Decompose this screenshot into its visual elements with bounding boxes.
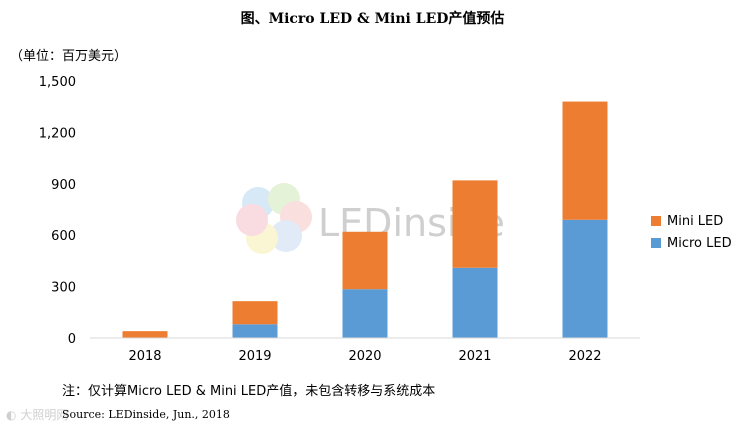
x-tick-label: 2020 (348, 349, 381, 364)
y-tick-label: 1,500 (39, 75, 76, 90)
site-logo-text: 大照明网 (20, 408, 69, 422)
y-axis-ticks: 0 300 600 900 1,200 1,500 (39, 75, 76, 347)
y-tick-label: 0 (68, 332, 76, 347)
bar-mini-led-2020 (342, 231, 388, 290)
bar-mini-led-2019 (232, 301, 278, 325)
legend: Mini LED Micro LED (651, 210, 732, 254)
legend-label-micro-led: Micro LED (667, 235, 732, 251)
watermark-flower-icon (236, 183, 312, 254)
y-tick-label: 300 (51, 281, 76, 296)
bar-mini-led-2022 (562, 101, 608, 220)
bar-micro-led-2020 (342, 289, 388, 338)
source-citation: Source: LEDinside, Jun., 2018 (62, 408, 230, 421)
bar-micro-led-2021 (452, 267, 498, 338)
legend-item-mini-led: Mini LED (651, 210, 732, 232)
y-axis-unit-label: （单位：百万美元） (10, 49, 128, 64)
y-tick-label: 1,200 (39, 126, 76, 141)
bar-micro-led-2022 (562, 219, 608, 338)
x-tick-label: 2022 (568, 349, 601, 364)
x-tick-label: 2018 (128, 349, 161, 364)
x-tick-label: 2019 (238, 349, 271, 364)
legend-swatch-micro-led (651, 238, 661, 248)
site-logo: ◐ 大照明网 (6, 406, 68, 423)
legend-item-micro-led: Micro LED (651, 232, 732, 254)
bar-micro-led-2019 (232, 324, 278, 338)
y-tick-label: 900 (51, 178, 76, 193)
footnote: 注：仅计算Micro LED & Mini LED产值，未包含转移与系统成本 (62, 384, 436, 399)
bar-mini-led-2018 (122, 331, 168, 338)
x-axis-ticks: 2018 2019 2020 2021 2022 (128, 349, 601, 364)
chart-title: 图、Micro LED & Mini LED产值预估 (240, 11, 505, 27)
legend-label-mini-led: Mini LED (667, 213, 724, 229)
legend-swatch-mini-led (651, 216, 661, 226)
bars-group (122, 101, 608, 338)
site-logo-icon: ◐ (6, 408, 17, 422)
y-tick-label: 600 (51, 229, 76, 244)
x-tick-label: 2021 (458, 349, 491, 364)
bar-mini-led-2021 (452, 180, 498, 268)
